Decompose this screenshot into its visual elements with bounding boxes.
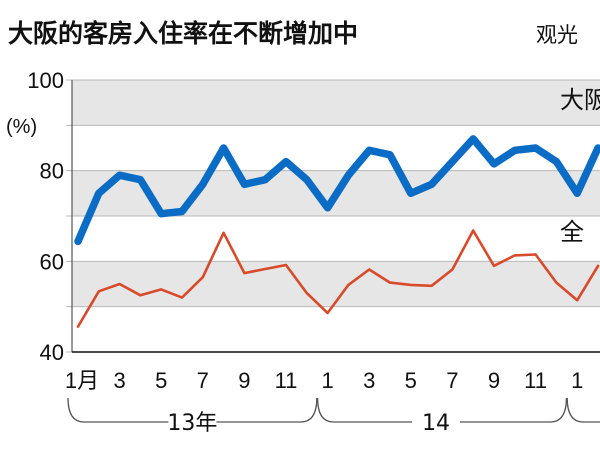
x-tick-label: 11: [524, 368, 547, 393]
x-tick-label: 9: [238, 368, 250, 393]
x-tick-label: 7: [197, 368, 209, 393]
x-tick-label: 9: [488, 368, 500, 393]
x-tick-label: 1月: [65, 368, 99, 393]
grid-band: [72, 80, 600, 126]
x-tick-label: 5: [405, 368, 417, 393]
series-lines: [74, 135, 600, 328]
x-tick-label: 3: [363, 368, 375, 393]
year-label: 14: [422, 411, 450, 436]
y-unit-label: (%): [6, 116, 37, 138]
x-axis: 1月 3 5 7 9 11 1 3 5 7 9 11 1: [65, 351, 600, 393]
series-label-national: 全: [560, 218, 584, 246]
year-bracket: [566, 397, 600, 423]
y-tick-label: 100: [27, 68, 64, 93]
year-bracket: [67, 397, 169, 423]
series-line-osaka: [74, 135, 600, 246]
x-tick-label: 1: [571, 368, 583, 393]
year-bracket: [460, 397, 568, 423]
y-tick-label: 60: [40, 249, 64, 274]
x-tick-label: 5: [155, 368, 167, 393]
year-bracket: [316, 397, 412, 423]
year-brackets: 13年 14: [67, 397, 600, 436]
series-labels: 大阪全: [560, 86, 600, 246]
grid-band: [72, 261, 600, 307]
year-label: 13年: [167, 411, 217, 436]
x-tick-label: 3: [113, 368, 125, 393]
y-tick-label: 80: [40, 159, 64, 184]
y-axis: 40 60 80 100 (%): [6, 68, 73, 365]
year-bracket: [216, 397, 318, 423]
chart-title: 大阪的客房入住率在不断增加中: [8, 19, 358, 48]
x-tick-label: 11: [275, 368, 298, 393]
y-tick-label: 40: [40, 340, 64, 365]
x-tick-label: 1: [321, 368, 333, 393]
x-tick-label: 7: [446, 368, 458, 393]
series-line-national: [76, 229, 600, 328]
chart-subtitle: 观光: [536, 23, 578, 47]
series-label-osaka: 大阪: [560, 86, 600, 114]
